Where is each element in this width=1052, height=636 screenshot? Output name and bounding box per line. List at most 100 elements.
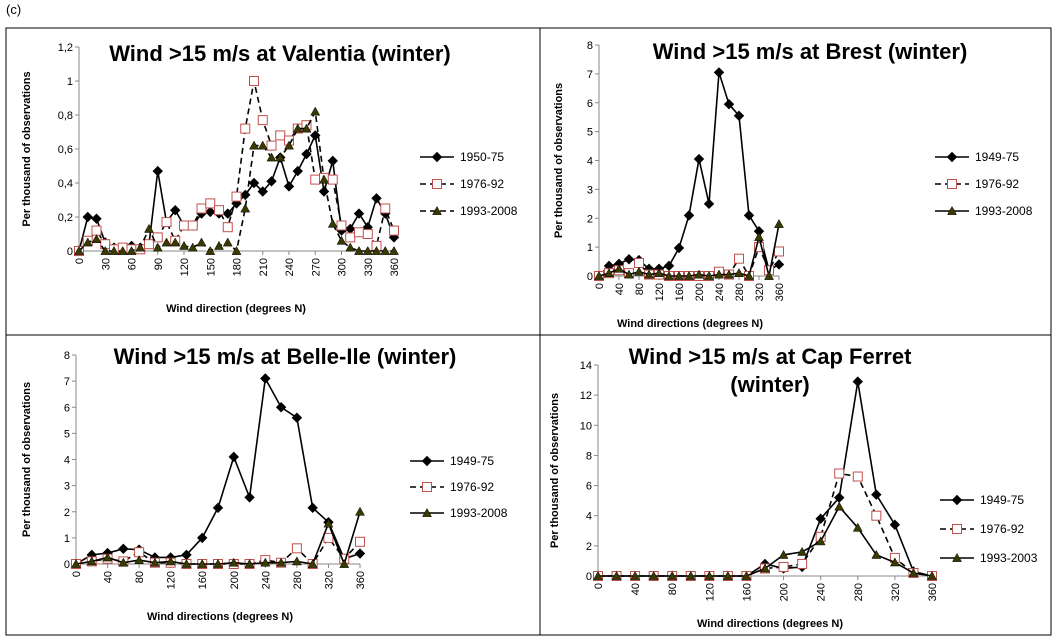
marker (74, 245, 84, 255)
marker (685, 570, 696, 580)
legend-label: 1993-2008 (450, 506, 508, 520)
marker (197, 532, 208, 544)
marker (834, 501, 845, 511)
marker (380, 245, 391, 255)
marker (291, 543, 302, 554)
x-tick-label: 200 (694, 283, 706, 301)
x-tick-label: 80 (634, 283, 646, 295)
y-tick-label: 7 (587, 69, 593, 81)
marker (117, 245, 128, 255)
marker (345, 223, 356, 235)
marker (134, 555, 145, 564)
marker (852, 471, 863, 482)
y-tick-label: 1,2 (58, 42, 73, 54)
marker (197, 558, 208, 568)
marker (283, 181, 295, 192)
marker (323, 518, 334, 528)
marker (889, 557, 900, 567)
marker (213, 558, 223, 568)
y-axis-label: Per thousand of observations (21, 382, 33, 537)
x-tick-label: 360 (927, 583, 939, 601)
marker (354, 227, 364, 238)
marker (310, 130, 321, 141)
marker (834, 468, 845, 479)
marker (214, 240, 224, 250)
marker (161, 217, 172, 228)
panel-label: (c) (6, 2, 21, 17)
marker (741, 570, 752, 580)
marker (91, 213, 102, 224)
marker (260, 557, 271, 567)
y-tick-label: 6 (586, 481, 592, 493)
marker (181, 558, 192, 568)
legend-label: 1993-2008 (460, 204, 518, 218)
marker (871, 549, 882, 559)
marker (684, 270, 694, 280)
marker (593, 570, 603, 580)
marker (694, 269, 704, 279)
marker (196, 237, 207, 247)
legend-marker (421, 455, 433, 467)
marker (310, 174, 321, 185)
marker (764, 270, 774, 280)
legend-label: 1949-75 (975, 150, 1019, 164)
x-axis-label: Wind directions (degrees N) (617, 318, 763, 330)
marker (179, 240, 189, 250)
title-box: Wind >15 m/s at Brest (winter) (653, 39, 968, 64)
marker (205, 206, 216, 218)
marker (624, 269, 634, 279)
marker (797, 558, 808, 569)
marker (222, 222, 233, 233)
x-tick-label: 320 (754, 283, 766, 301)
marker (301, 148, 312, 160)
marker (713, 67, 725, 78)
marker (292, 165, 303, 177)
marker (722, 570, 733, 580)
x-tick-label: 210 (258, 258, 270, 276)
marker (778, 561, 789, 572)
legend-marker (422, 482, 432, 492)
marker (249, 140, 259, 150)
y-tick-label: 1 (587, 242, 593, 254)
legend-label: 1949-75 (980, 493, 1024, 507)
marker (371, 245, 382, 255)
x-tick-label: 0 (74, 258, 86, 264)
x-tick-label: 120 (166, 571, 178, 589)
marker (815, 536, 826, 546)
y-tick-label: 6 (64, 402, 70, 414)
legend-marker (946, 151, 958, 163)
legend-marker (952, 524, 962, 534)
marker (284, 140, 294, 150)
panel-border (539, 334, 1052, 636)
marker (380, 203, 391, 214)
x-tick-label: 360 (355, 571, 367, 589)
marker (852, 522, 863, 532)
y-tick-label: 7 (64, 376, 70, 388)
x-tick-label: 120 (704, 583, 716, 601)
legend-marker (947, 179, 957, 189)
y-tick-label: 2 (587, 213, 593, 225)
marker (301, 123, 312, 133)
x-tick-label: 180 (232, 258, 244, 276)
y-axis-label: Per thousand of observations (549, 393, 561, 548)
marker (205, 198, 216, 209)
y-tick-label: 0 (67, 246, 73, 258)
x-tick-label: 330 (363, 258, 375, 276)
chart-title: Wind >15 m/s at Valentia (winter) (109, 41, 451, 66)
marker (815, 513, 826, 524)
x-tick-label: 90 (153, 258, 165, 270)
marker (212, 502, 224, 514)
marker (187, 220, 198, 231)
y-tick-label: 2 (586, 541, 592, 553)
marker (222, 208, 233, 219)
marker (362, 229, 373, 239)
y-tick-label: 3 (587, 184, 593, 196)
marker (118, 557, 129, 567)
y-tick-label: 6 (587, 98, 593, 110)
marker (778, 549, 789, 559)
marker (307, 558, 318, 568)
marker (797, 546, 808, 556)
marker (165, 556, 176, 566)
marker (774, 219, 784, 228)
x-tick-label: 0 (71, 571, 83, 577)
